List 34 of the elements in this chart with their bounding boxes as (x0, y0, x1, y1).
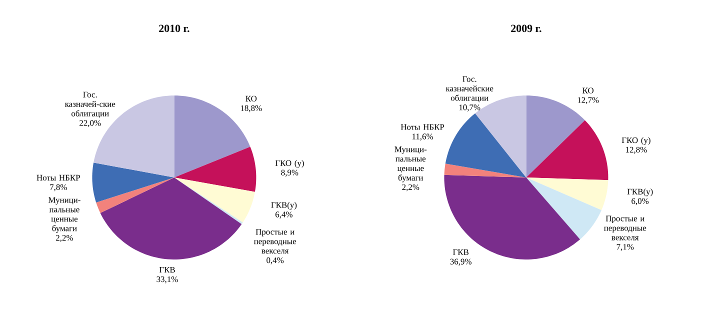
data-label: 12,7% (578, 97, 599, 104)
chart-title: 2010 г. (159, 24, 190, 32)
slice-label: ГКО (у) (622, 137, 650, 145)
slice-label: Простые и переводные векселя (254, 229, 296, 254)
data-label: 10,7% (459, 104, 480, 112)
slice-label: Муници-пальные ценные бумаги (48, 197, 80, 233)
data-label: 33,1% (156, 276, 178, 284)
data-label: 18,8% (240, 105, 262, 112)
slice-label: Гос. казначей-ские облигации (64, 92, 116, 118)
slice-label: ГКВ (159, 267, 175, 273)
data-label: 2,2% (56, 234, 73, 242)
data-label: 6,4% (275, 212, 292, 219)
data-label: 12,8% (626, 146, 647, 154)
data-label: 6,0% (632, 198, 649, 206)
slice-label: КО (246, 96, 257, 102)
slice-label: КО (582, 88, 594, 94)
data-label: 7,1% (616, 244, 634, 251)
chart-title: 2009 г. (511, 24, 542, 32)
slice-label: Гос. казначейские облигации (446, 76, 494, 102)
slice-label: Ноты НБКР (36, 174, 80, 181)
data-label: 2,2% (402, 184, 420, 192)
slice-label: ГКВ(у) (271, 202, 297, 210)
slice-label: Муници-пальные ценные бумаги (394, 146, 427, 182)
slice-label: Простые и переводные векселя (604, 216, 646, 240)
slice-label: ГКО (у) (275, 160, 304, 168)
data-label: 8,9% (281, 170, 298, 177)
data-label: 7,8% (50, 184, 67, 192)
data-label: 11,6% (412, 134, 434, 141)
data-label: 0,4% (266, 257, 284, 264)
data-label: 22,0% (80, 120, 101, 128)
slice-label: ГКВ(у) (627, 188, 653, 196)
slice-label: Ноты НБКР (400, 124, 444, 130)
data-label: 36,9% (450, 258, 472, 266)
slice-label: ГКВ (452, 249, 469, 255)
